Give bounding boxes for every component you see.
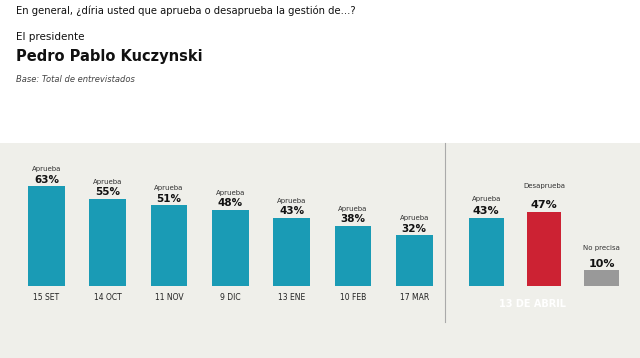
Text: El presidente: El presidente <box>16 32 84 42</box>
Bar <box>212 210 249 286</box>
Text: 13 DE ABRIL: 13 DE ABRIL <box>499 299 566 309</box>
Text: Aprueba: Aprueba <box>472 196 501 202</box>
Text: En general, ¿díria usted que aprueba o desaprueba la gestión de...?: En general, ¿díria usted que aprueba o d… <box>16 5 356 16</box>
Text: 14 OCT: 14 OCT <box>94 293 122 302</box>
Text: 11 NOV: 11 NOV <box>155 293 184 302</box>
Text: Desaprueba: Desaprueba <box>523 183 565 189</box>
Text: 55%: 55% <box>95 187 120 197</box>
Text: Aprueba: Aprueba <box>93 179 122 185</box>
Text: 9 DIC: 9 DIC <box>220 293 241 302</box>
Text: Aprueba: Aprueba <box>32 166 61 172</box>
Text: 43%: 43% <box>279 207 304 216</box>
Bar <box>469 218 504 286</box>
Text: Base: Total de entrevistados: Base: Total de entrevistados <box>16 75 135 84</box>
Bar <box>90 199 126 286</box>
Text: Aprueba: Aprueba <box>154 185 184 191</box>
Text: 17 MAR: 17 MAR <box>399 293 429 302</box>
Text: Aprueba: Aprueba <box>339 205 367 212</box>
Bar <box>273 218 310 286</box>
Text: 10%: 10% <box>589 259 615 269</box>
Text: No precisa: No precisa <box>584 245 620 251</box>
Text: 38%: 38% <box>340 214 365 224</box>
Text: Aprueba: Aprueba <box>399 215 429 221</box>
Text: 43%: 43% <box>473 207 499 216</box>
Bar <box>584 271 619 286</box>
Text: 32%: 32% <box>402 224 427 234</box>
Bar <box>150 205 188 286</box>
Text: 10 FEB: 10 FEB <box>340 293 366 302</box>
Bar <box>28 186 65 286</box>
Text: 13 ENE: 13 ENE <box>278 293 305 302</box>
Text: 47%: 47% <box>531 200 557 210</box>
Bar <box>527 212 561 286</box>
Text: Aprueba: Aprueba <box>216 190 245 196</box>
Text: 63%: 63% <box>34 175 59 185</box>
Text: 51%: 51% <box>157 194 182 204</box>
Text: 48%: 48% <box>218 198 243 208</box>
Text: Pedro Pablo Kuczynski: Pedro Pablo Kuczynski <box>16 49 203 64</box>
Text: 15 SET: 15 SET <box>33 293 60 302</box>
Text: Aprueba: Aprueba <box>277 198 307 204</box>
Bar <box>335 226 371 286</box>
Bar <box>396 236 433 286</box>
